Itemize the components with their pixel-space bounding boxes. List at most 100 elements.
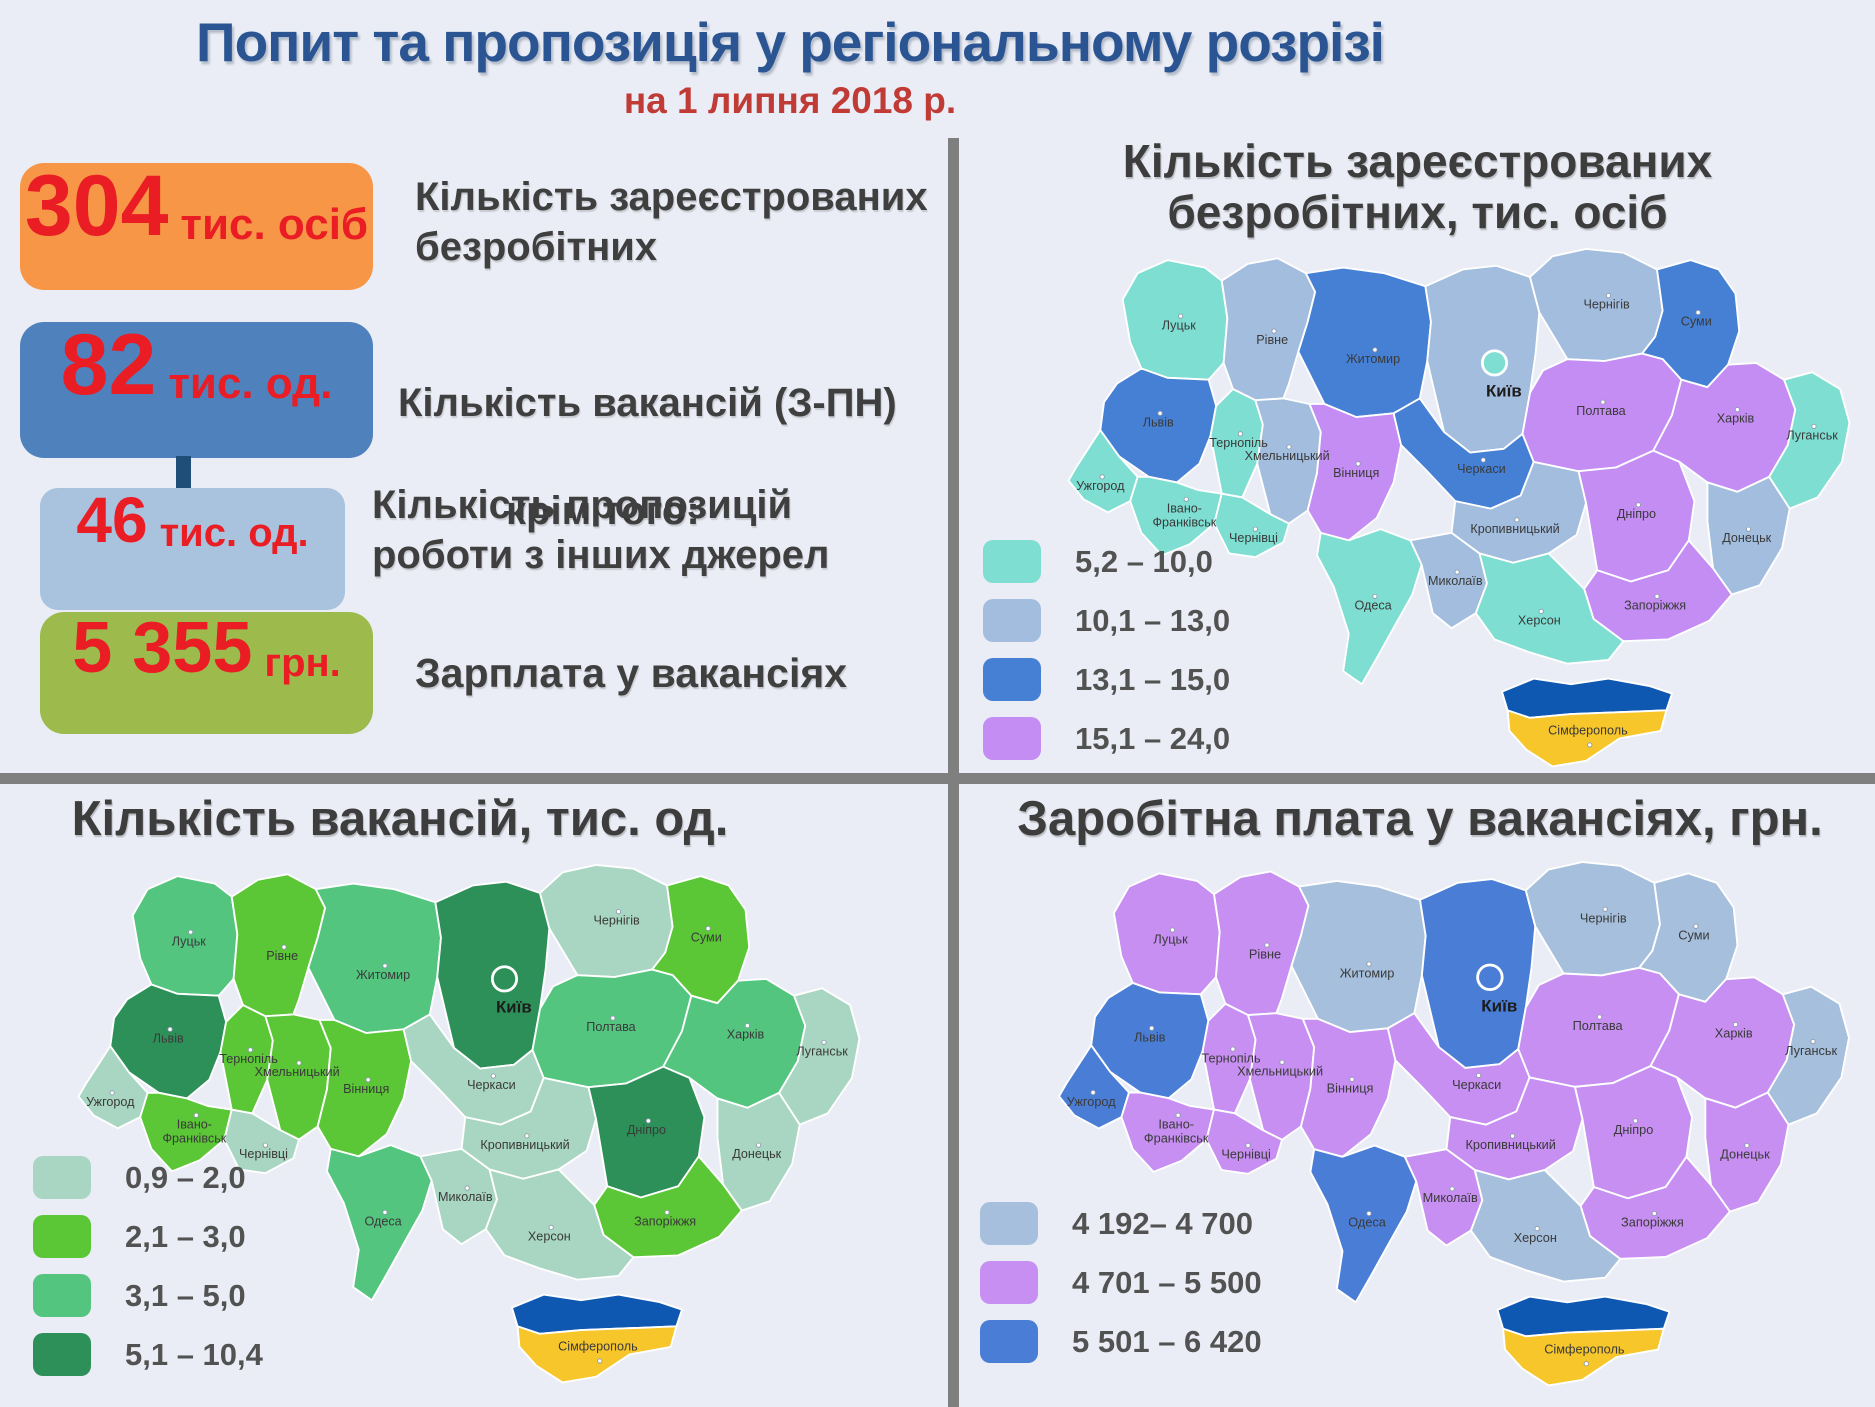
city-dot	[193, 1112, 199, 1118]
region-label-zakarpattia: Ужгород	[1076, 479, 1125, 493]
connector-line	[176, 456, 191, 490]
region-label-khmelnytskyi: Хмельницький	[255, 1065, 340, 1079]
region-label-crimea: Сімферополь	[558, 1340, 638, 1354]
region-zhytomyr	[1297, 266, 1432, 418]
city-dot	[1157, 410, 1163, 416]
city-dot	[548, 1224, 554, 1230]
city-dot	[1286, 444, 1292, 450]
city-dot	[1366, 961, 1372, 967]
region-label-zhytomyr: Житомир	[1340, 965, 1395, 980]
region-label-ivanofrankivsk: Івано-Франківськ	[162, 1117, 226, 1145]
city-dot	[464, 1185, 470, 1191]
region-crimea_s	[516, 1325, 678, 1384]
region-kyiv_city	[1480, 349, 1509, 377]
stat-label-other-offers: Кількість пропозицій роботи з інших джер…	[372, 483, 830, 577]
region-zhytomyr	[1290, 879, 1427, 1034]
region-rivne	[1220, 257, 1317, 402]
region-label-kharkiv: Харків	[1717, 412, 1755, 426]
region-label-khmelnytskyi: Хмельницький	[1237, 1064, 1323, 1079]
region-label-zakarpattia: Ужгород	[86, 1095, 135, 1109]
city-dot	[1279, 1059, 1285, 1065]
city-dot	[645, 1118, 651, 1124]
region-chernivtsi	[223, 1108, 300, 1175]
region-label-rivne: Рівне	[266, 949, 298, 963]
region-crimea_s	[1506, 709, 1668, 768]
region-label-rivne: Рівне	[1256, 333, 1288, 347]
city-dot	[382, 963, 388, 969]
region-label-crimea: Сімферополь	[1548, 724, 1628, 738]
city-dot	[382, 1209, 388, 1215]
region-label-zhytomyr: Житомир	[356, 968, 410, 982]
region-label-kharkiv: Харків	[1715, 1026, 1753, 1041]
city-dot	[1252, 526, 1258, 532]
stat-label-vacancies: Кількість вакансій (З-ПН) крім того:	[398, 328, 958, 586]
city-dot	[1534, 1226, 1540, 1232]
city-dot	[705, 925, 711, 932]
region-donetsk	[716, 1091, 801, 1212]
region-label-khmelnytskyi: Хмельницький	[1245, 449, 1330, 463]
legend-label: 2,1 – 3,0	[125, 1218, 246, 1254]
legend-row: 0,9 – 2,0	[33, 1156, 263, 1199]
region-label-mykolaiv: Миколаїв	[1423, 1190, 1478, 1205]
legend-row: 13,1 – 15,0	[983, 658, 1230, 701]
city-dot	[821, 1039, 827, 1045]
city-dot	[1475, 1072, 1482, 1079]
stat-value-salary: 5 355	[72, 608, 253, 688]
region-rivne	[230, 873, 327, 1018]
region-luhansk	[1766, 985, 1850, 1126]
region-label-lviv: Львів	[1143, 415, 1174, 429]
region-chernivtsi	[1213, 492, 1290, 559]
region-label-chernihiv: Чернігів	[1580, 910, 1627, 925]
city-dot	[167, 1026, 173, 1032]
city-dot	[1693, 923, 1699, 929]
region-label-crimea: Сімферополь	[1544, 1341, 1625, 1356]
region-luhansk	[778, 987, 861, 1126]
region-label-lviv: Львів	[153, 1031, 184, 1045]
region-label-ternopil: Тернопіль	[219, 1052, 278, 1066]
region-label-kherson: Херсон	[528, 1229, 571, 1243]
region-label-mykolaiv: Миколаїв	[1428, 574, 1483, 588]
map-title-salary: Заробітна плата у вакансіях, грн.	[1017, 792, 1823, 846]
city-dot	[1349, 1076, 1355, 1082]
stat-box-salary: 5 355 грн.	[40, 612, 373, 734]
legend-row: 5,1 – 10,4	[33, 1333, 263, 1376]
region-label-dnipro: Дніпро	[1614, 1122, 1654, 1137]
region-label-sumy: Суми	[1678, 927, 1709, 942]
city-dot	[1509, 1133, 1516, 1139]
region-label-kirovohrad: Кропивницький	[480, 1138, 569, 1152]
region-label-lviv: Львів	[1134, 1030, 1166, 1045]
stat-box-vacancies: 82 тис. од.	[20, 322, 373, 458]
legend-row: 15,1 – 24,0	[983, 717, 1230, 760]
legend-label: 5,2 – 10,0	[1075, 543, 1213, 579]
region-label-luhansk: Луганськ	[796, 1044, 848, 1058]
legend-swatch	[980, 1202, 1038, 1245]
region-label-kharkiv: Харків	[727, 1028, 765, 1042]
region-label-ternopil: Тернопіль	[1201, 1050, 1261, 1065]
legend-swatch	[983, 599, 1041, 642]
horizontal-divider	[0, 773, 1875, 784]
legend-row: 5,2 – 10,0	[983, 540, 1230, 583]
legend-label: 5 501 – 6 420	[1072, 1323, 1262, 1359]
city-dot	[1596, 1014, 1603, 1020]
city-dot	[1734, 407, 1740, 413]
ukraine-map-salary: Луцьк Рівне Житомир Чернігів Суми Львів Терноп…	[1058, 861, 1850, 1387]
region-label-volyn: Луцьк	[172, 934, 207, 948]
page-title: Попит та пропозиція у регіональному розр…	[196, 11, 1385, 73]
region-label-zaporizhzhia: Запоріжжя	[1624, 598, 1686, 612]
legend-swatch	[33, 1215, 91, 1258]
legend-row: 3,1 – 5,0	[33, 1274, 263, 1317]
region-donetsk	[1704, 1091, 1790, 1213]
city-dot	[1600, 399, 1606, 405]
region-label-donetsk: Донецьк	[732, 1147, 781, 1161]
ukraine-map-vacancies: Луцьк Рівне Житомир Чернігів Суми Львів Терноп…	[77, 863, 861, 1384]
city-dot	[1635, 502, 1641, 508]
region-label-ternopil: Тернопіль	[1209, 436, 1268, 450]
ukraine-map-unemployment: Луцьк Рівне Житомир Чернігів Суми Львів Терноп…	[1067, 247, 1851, 768]
city-dot	[1811, 423, 1817, 429]
region-kherson	[1474, 552, 1625, 665]
city-dot	[1583, 1361, 1589, 1367]
region-label-cherkasy: Черкаси	[1457, 462, 1506, 476]
city-dot	[281, 944, 287, 950]
region-vinnytsia	[1306, 403, 1403, 542]
legend-label: 15,1 – 24,0	[1075, 720, 1231, 756]
